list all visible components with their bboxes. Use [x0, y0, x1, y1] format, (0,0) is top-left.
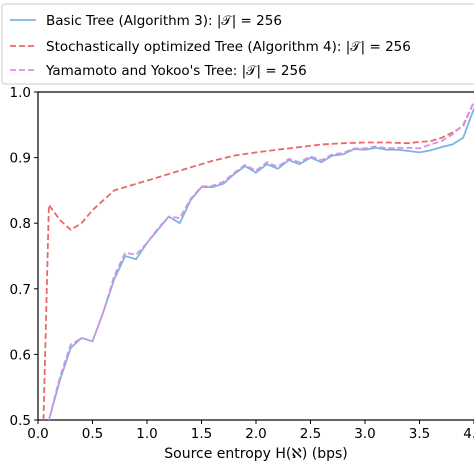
x-tick-label: 0.0: [27, 426, 48, 442]
x-tick-label: 3.5: [409, 426, 430, 442]
tick-layer: 0.00.51.01.52.02.53.03.54.00.50.60.70.80…: [10, 85, 474, 442]
x-tick-label: 1.5: [191, 426, 212, 442]
legend: Basic Tree (Algorithm 3): |𝒯| = 256 Stoch…: [1, 3, 474, 85]
x-tick-label: 2.0: [245, 426, 266, 442]
legend-label: Stochastically optimized Tree (Algorithm…: [46, 39, 411, 55]
y-tick-label: 0.8: [10, 216, 31, 232]
x-tick-label: 2.5: [300, 426, 321, 442]
axes: [37, 91, 474, 421]
x-tick-label: 3.0: [354, 426, 375, 442]
x-axis-label: Source entropy H(ℵ) (bps): [164, 446, 347, 462]
legend-label: Basic Tree (Algorithm 3): |𝒯| = 256: [46, 13, 282, 29]
y-tick-label: 0.9: [10, 151, 31, 167]
series-yamamoto-yokoo-line: [47, 101, 474, 420]
legend-label: Yamamoto and Yokoo's Tree: |𝒯| = 256: [45, 63, 307, 79]
x-tick-label: 4.0: [463, 426, 474, 442]
series-layer: [42, 101, 474, 420]
y-tick-label: 0.6: [10, 347, 31, 363]
plot-frame: [37, 91, 474, 421]
series-stochastic-tree-line: [42, 101, 474, 420]
y-tick-label: 0.7: [10, 282, 31, 298]
x-tick-label: 0.5: [82, 426, 103, 442]
x-tick-label: 1.0: [136, 426, 157, 442]
y-tick-label: 0.5: [10, 413, 31, 429]
y-tick-label: 1.0: [10, 85, 31, 101]
series-basic-tree-line: [47, 108, 474, 420]
legend-box: [1, 3, 474, 85]
